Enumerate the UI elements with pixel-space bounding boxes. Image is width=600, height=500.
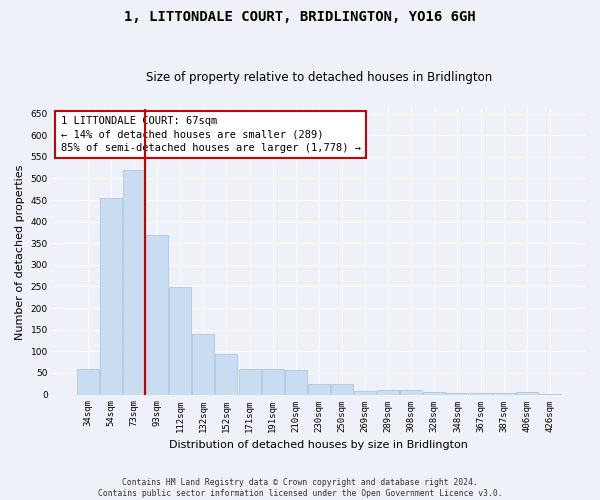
X-axis label: Distribution of detached houses by size in Bridlington: Distribution of detached houses by size … — [169, 440, 468, 450]
Bar — [77, 368, 99, 394]
Title: Size of property relative to detached houses in Bridlington: Size of property relative to detached ho… — [146, 72, 492, 85]
Bar — [377, 390, 399, 394]
Bar — [100, 198, 122, 394]
Bar — [285, 370, 307, 394]
Bar — [215, 354, 238, 395]
Bar — [516, 392, 538, 394]
Bar — [400, 390, 422, 394]
Text: Contains HM Land Registry data © Crown copyright and database right 2024.
Contai: Contains HM Land Registry data © Crown c… — [98, 478, 502, 498]
Bar — [262, 368, 284, 394]
Bar — [169, 288, 191, 395]
Bar — [239, 368, 260, 394]
Text: 1 LITTONDALE COURT: 67sqm
← 14% of detached houses are smaller (289)
85% of semi: 1 LITTONDALE COURT: 67sqm ← 14% of detac… — [61, 116, 361, 153]
Text: 1, LITTONDALE COURT, BRIDLINGTON, YO16 6GH: 1, LITTONDALE COURT, BRIDLINGTON, YO16 6… — [124, 10, 476, 24]
Bar — [146, 234, 168, 394]
Bar — [331, 384, 353, 394]
Bar — [354, 391, 376, 394]
Bar — [308, 384, 330, 394]
Bar — [193, 334, 214, 394]
Bar — [446, 393, 469, 394]
Bar — [123, 170, 145, 394]
Y-axis label: Number of detached properties: Number of detached properties — [15, 164, 25, 340]
Bar — [424, 392, 445, 394]
